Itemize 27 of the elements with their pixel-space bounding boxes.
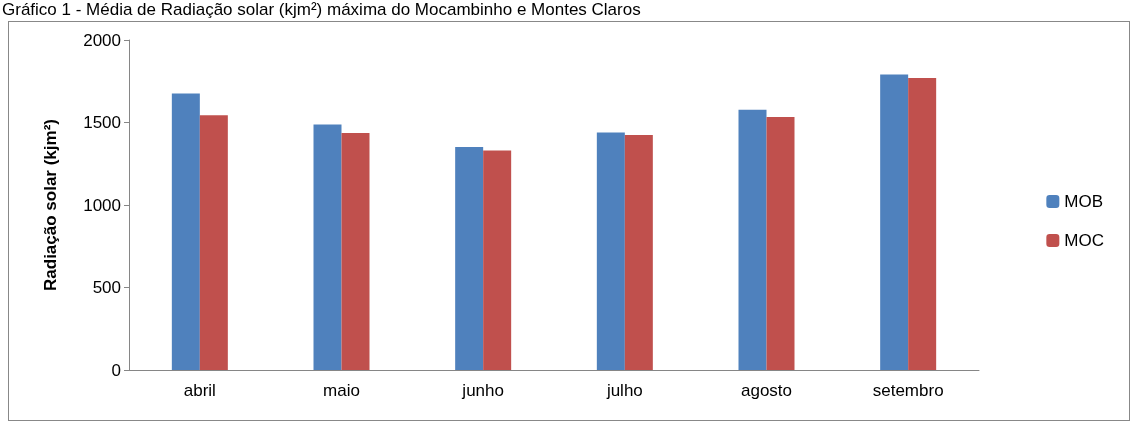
bar xyxy=(624,134,653,370)
x-tick-label: julho xyxy=(605,381,643,400)
bar xyxy=(908,77,937,370)
bar xyxy=(313,124,342,370)
y-tick-label: 2000 xyxy=(83,30,121,50)
bar xyxy=(880,74,909,370)
y-tick-label: 500 xyxy=(92,278,121,297)
legend-label: MOB xyxy=(1064,192,1104,211)
bar xyxy=(171,93,200,370)
y-tick-label: 0 xyxy=(111,360,121,380)
x-tick-label: agosto xyxy=(740,381,793,400)
x-tick-label: setembro xyxy=(872,381,944,400)
y-tick-label: 1500 xyxy=(83,113,121,132)
y-tick-label: 1000 xyxy=(83,195,121,215)
bar xyxy=(483,150,512,370)
y-axis-title: Radiação solar (kjm²) xyxy=(41,119,60,291)
bar xyxy=(766,117,795,370)
bar xyxy=(455,146,484,370)
legend-label: MOC xyxy=(1064,231,1105,250)
x-tick-label: abril xyxy=(183,381,216,400)
chart-title: Gráfico 1 - Média de Radiação solar (kjm²) máxima do Mocambinho e Montes Claros xyxy=(2,0,641,20)
bar xyxy=(199,115,228,370)
x-tick-label: maio xyxy=(323,381,360,400)
bar xyxy=(738,109,767,370)
x-tick-label: junho xyxy=(461,381,504,400)
bar xyxy=(341,133,370,370)
bar xyxy=(596,132,625,370)
